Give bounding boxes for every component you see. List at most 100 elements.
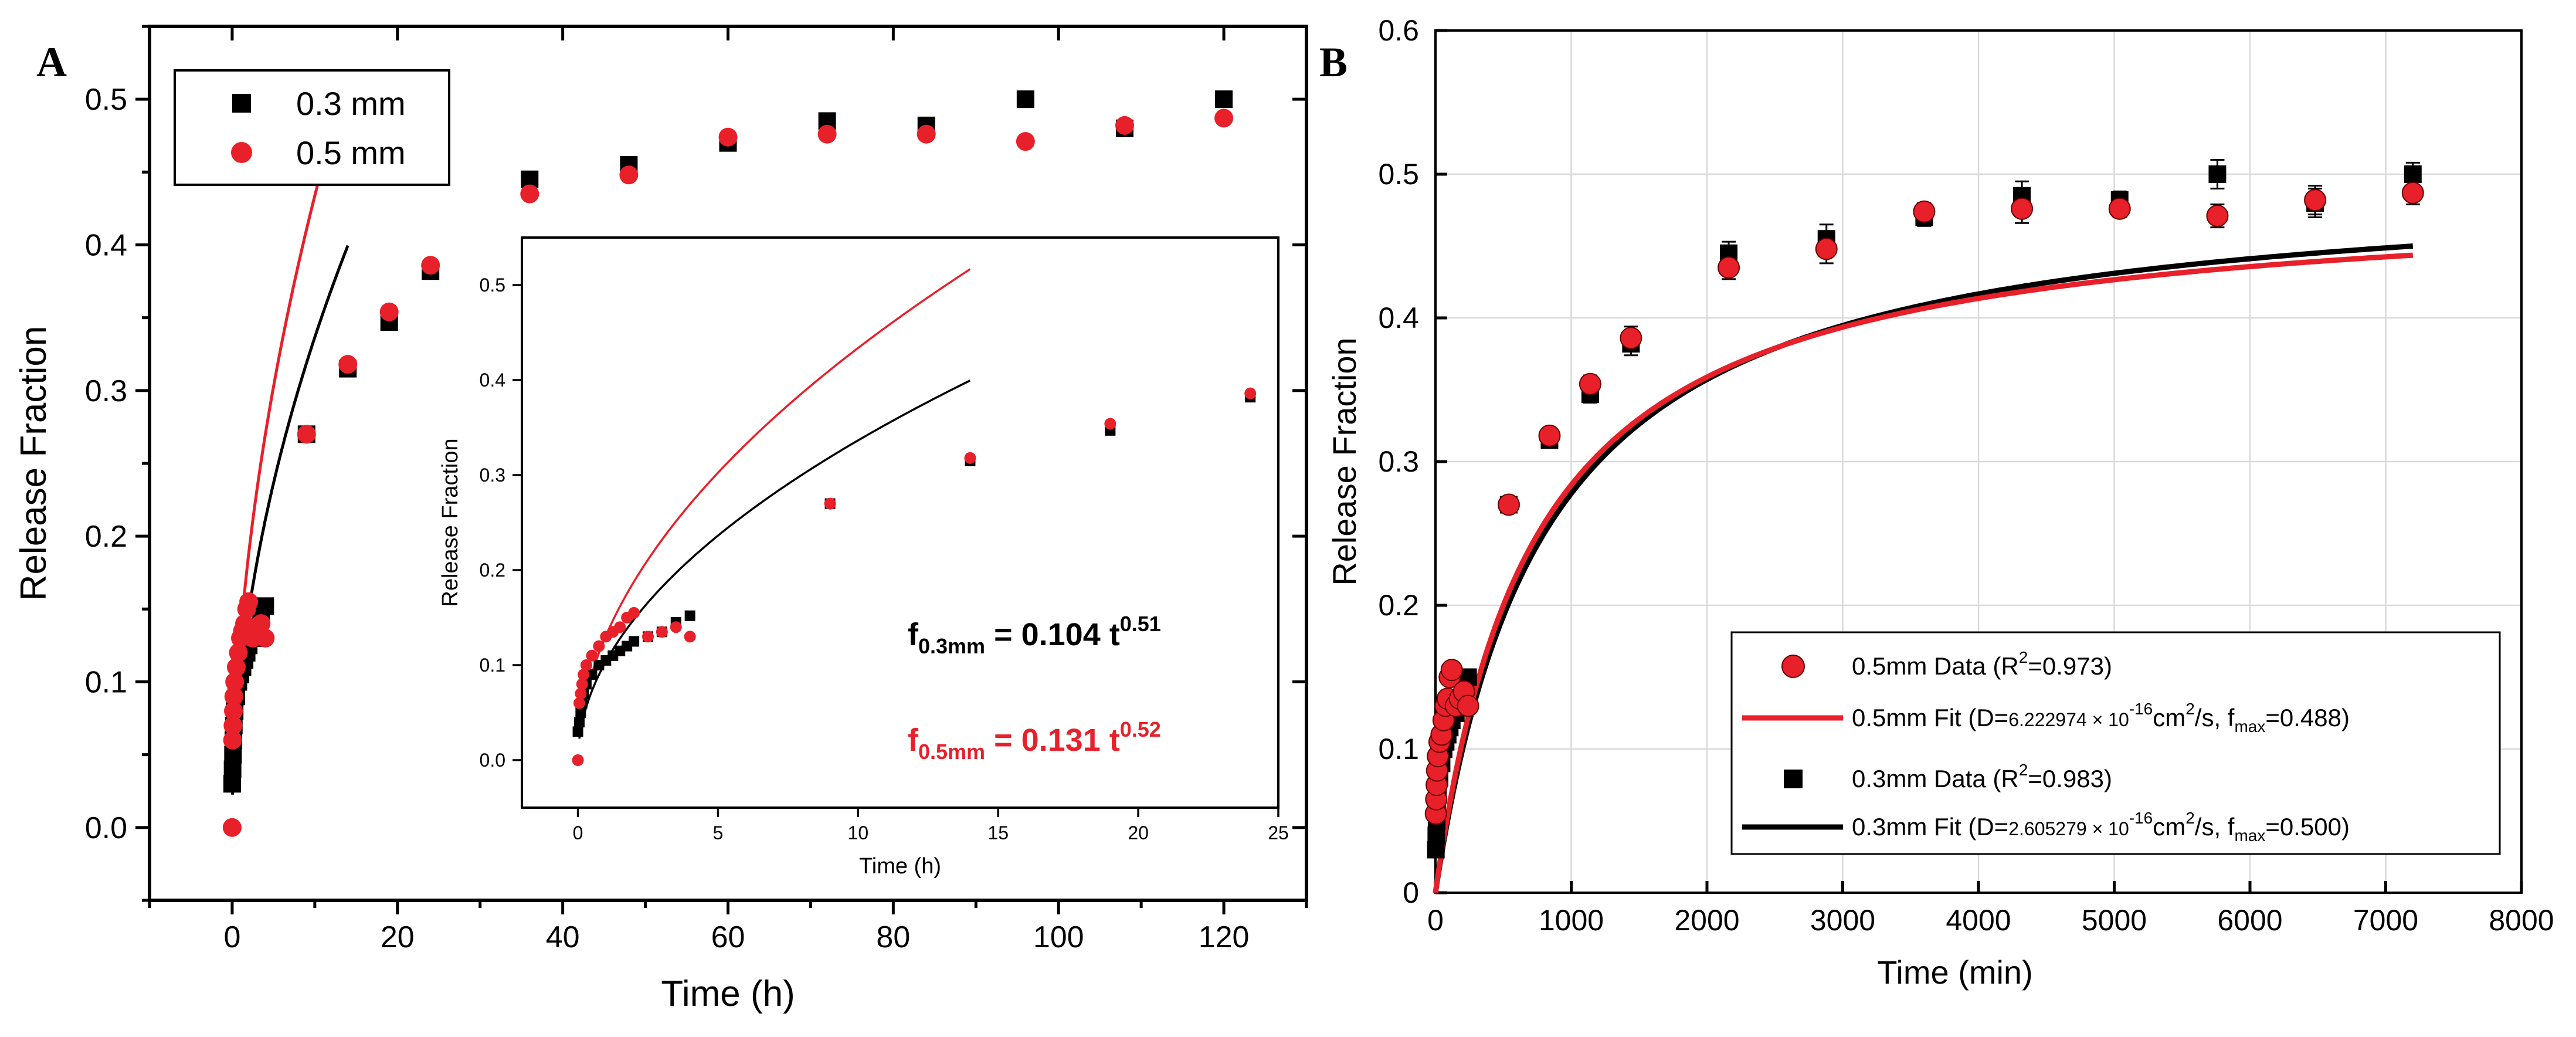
y-axis-label: Release Fraction — [13, 326, 54, 601]
x-tick-label: 40 — [546, 920, 580, 954]
data-point-circle — [297, 425, 316, 444]
inset-x-tick-label: 25 — [1268, 822, 1289, 843]
y-tick-label: 0.2 — [85, 520, 127, 554]
panel-label-a: A — [36, 39, 67, 86]
fit-curve — [1433, 252, 2414, 893]
equation-body: = 0.131 t — [985, 723, 1120, 758]
inset-point-circle — [824, 497, 836, 510]
inset-point-circle — [573, 697, 585, 709]
legend-diffusivity: 2.605279 × 10 — [2008, 818, 2129, 839]
inset-fit-curve — [578, 268, 971, 734]
legend-text: cm — [2153, 704, 2185, 731]
legend-text: cm — [2153, 813, 2185, 841]
panel-b: 0 1000 2000 3000 4000 5000 6000 7000 8000 0 0.1 0.2… — [1319, 14, 2554, 991]
legend-superscript: 2 — [2019, 761, 2028, 779]
data-point-circle — [2304, 189, 2327, 212]
inset-point-circle — [614, 621, 626, 633]
data-point-circle — [1498, 493, 1521, 516]
inset-point-circle — [670, 621, 682, 633]
x-tick-label: 7000 — [2353, 904, 2418, 937]
data-point-square — [1215, 90, 1233, 109]
legend-text: 0.3mm Fit (D= — [1852, 813, 2008, 841]
legend-text: 0.5mm Fit (D= — [1852, 704, 2008, 731]
x-tick-label: 0 — [223, 920, 240, 954]
inset-y-tick-label: 0.2 — [480, 560, 505, 581]
data-point-circle — [239, 592, 259, 611]
legend-text: 0.3mm Data (R — [1852, 765, 2019, 792]
fit-curve — [231, 245, 349, 795]
inset-point-square — [629, 636, 640, 647]
data-point-circle — [2011, 197, 2034, 220]
data-point-circle — [1214, 109, 1234, 128]
y-tick-label: 0.5 — [85, 83, 127, 117]
inset-fit-curve — [578, 379, 971, 739]
data-point-circle — [619, 165, 639, 185]
x-tick-label: 60 — [711, 920, 745, 954]
inset-point-circle — [575, 687, 587, 700]
data-point-circle — [718, 127, 738, 147]
data-point-circle — [229, 643, 248, 662]
inset-point-square — [572, 726, 583, 737]
x-tick-label: 8000 — [2489, 904, 2554, 937]
data-point-circle — [421, 256, 440, 275]
data-point-circle — [224, 687, 243, 706]
equation-subscript: 0.5mm — [918, 740, 985, 764]
legend-marker-square — [232, 94, 251, 113]
y-tick-label: 0.4 — [85, 229, 127, 263]
legend-text: =0.983) — [2028, 765, 2112, 792]
data-point-circle — [225, 672, 245, 692]
data-point-circle — [338, 355, 358, 374]
inset-point-circle — [964, 452, 976, 464]
data-point-circle — [1913, 200, 1936, 223]
inset-y-tick-label: 0.4 — [480, 370, 505, 391]
legend-text: /s, f — [2195, 704, 2235, 731]
data-point-circle — [256, 629, 275, 648]
inset-y-tick-label: 0.0 — [480, 750, 505, 771]
inset-point-circle — [628, 606, 640, 619]
legend-box — [1730, 631, 2501, 855]
legend-marker-circle — [1781, 655, 1805, 678]
inset-y-tick-label: 0.5 — [480, 274, 505, 296]
data-point-circle — [226, 658, 246, 677]
x-axis-label: Time (min) — [1877, 954, 2032, 991]
legend-label: 0.3 mm — [296, 85, 406, 122]
equation-base: f — [908, 723, 919, 758]
inset-x-tick-label: 15 — [987, 822, 1009, 843]
data-point-circle — [817, 124, 837, 144]
inset-x-tick-label: 10 — [848, 822, 869, 843]
data-point-circle — [223, 716, 243, 735]
x-tick-label: 100 — [1033, 920, 1084, 954]
data-point-circle — [379, 302, 399, 321]
fit-equation: f0.5mm = 0.131 t0.52 — [908, 717, 1161, 764]
y-tick-label: 0 — [1403, 876, 1419, 909]
inset-x-axis-label: Time (h) — [859, 854, 941, 879]
data-point-circle — [1440, 659, 1463, 682]
data-point-square — [2208, 165, 2227, 183]
x-tick-label: 2000 — [1674, 904, 1739, 937]
data-point-circle — [917, 124, 936, 144]
data-point-square — [256, 597, 274, 615]
data-point-circle — [222, 818, 242, 837]
inset-x-tick-label: 5 — [713, 822, 724, 843]
legend-superscript: -16 — [2129, 809, 2153, 827]
legend-label: 0.3mm Data (R2=0.983) — [1852, 761, 2112, 792]
legend-diffusivity: 6.222974 × 10 — [2008, 709, 2129, 730]
equation-body: = 0.104 t — [985, 617, 1120, 652]
data-point-circle — [1718, 256, 1740, 279]
inset-point-circle — [572, 754, 584, 766]
legend-text: =0.488) — [2265, 704, 2350, 731]
x-tick-label: 120 — [1199, 920, 1250, 954]
equation-subscript: 0.3mm — [918, 634, 985, 658]
data-point-circle — [2206, 205, 2229, 228]
data-point-circle — [1457, 694, 1479, 717]
y-tick-label: 0.0 — [85, 811, 127, 845]
y-tick-label: 0.2 — [1378, 589, 1419, 622]
inset-point-circle — [593, 640, 605, 652]
y-tick-label: 0.3 — [85, 374, 127, 408]
legend-text: /s, f — [2195, 813, 2235, 841]
legend-superscript: -16 — [2129, 700, 2153, 718]
data-point-circle — [1620, 327, 1642, 350]
data-point-circle — [223, 730, 242, 750]
data-point-circle — [1538, 424, 1561, 447]
